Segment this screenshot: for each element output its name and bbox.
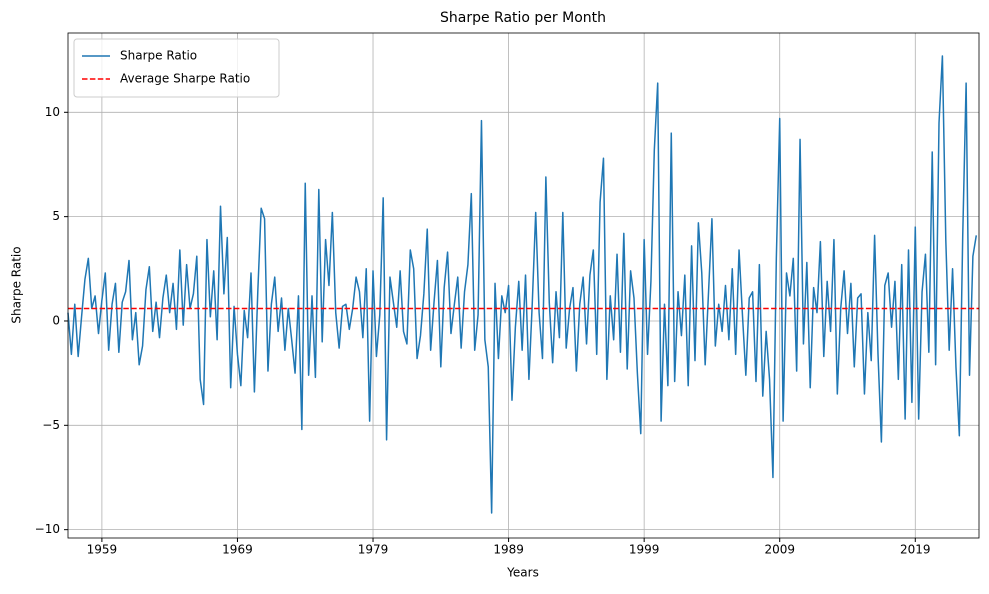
x-tick-label: 1969: [222, 543, 253, 557]
x-tick-label: 1959: [87, 543, 118, 557]
x-tick-label: 1989: [493, 543, 524, 557]
x-axis-label: Years: [506, 566, 539, 580]
y-tick-label: −10: [35, 522, 60, 536]
y-tick-label: −5: [42, 418, 60, 432]
y-tick-label: 10: [45, 105, 60, 119]
legend: Sharpe Ratio Average Sharpe Ratio: [73, 38, 280, 98]
x-tick-label: 1979: [358, 543, 389, 557]
data-line: [67, 55, 978, 514]
x-tick-label: 1999: [629, 543, 660, 557]
chart-title: Sharpe Ratio per Month: [440, 10, 606, 26]
x-tick-label: 2009: [764, 543, 795, 557]
legend-box: [73, 38, 280, 98]
plot-frame: [67, 32, 980, 539]
y-tick-label: 0: [52, 313, 60, 327]
y-tick-label: 5: [52, 209, 60, 223]
x-tick-label: 2019: [900, 543, 931, 557]
legend-label: Sharpe Ratio: [120, 49, 197, 63]
y-axis-label: Sharpe Ratio: [10, 246, 24, 323]
legend-label: Average Sharpe Ratio: [120, 72, 250, 86]
